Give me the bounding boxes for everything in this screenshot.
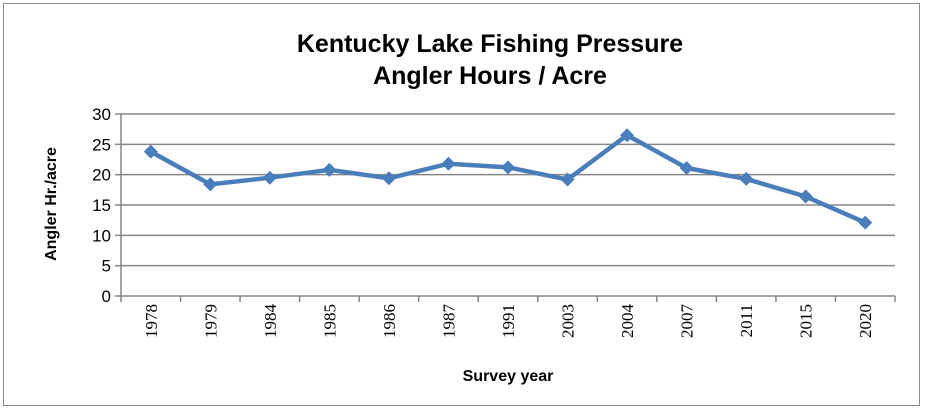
data-point-2011: [739, 171, 754, 186]
data-point-2007: [679, 160, 694, 175]
y-tick-label: 10: [92, 226, 111, 245]
y-tick-labels: 0 5 10 15 20 25 30: [92, 105, 111, 306]
data-point-1986: [381, 171, 396, 186]
chart-title-line-1: Kentucky Lake Fishing Pressure: [297, 30, 683, 58]
axes: [115, 113, 896, 302]
chart-title-line-2: Angler Hours / Acre: [373, 62, 607, 90]
x-tick-labels: 1978 1979 1984 1985 1986 1987 1991 2003 2004 2007…: [142, 304, 875, 339]
gridlines: [121, 113, 895, 267]
x-tick-label-1985: 1985: [320, 304, 339, 338]
y-tick-label: 5: [102, 257, 111, 276]
x-axis-label: Survey year: [463, 368, 554, 385]
data-point-1985: [322, 162, 337, 177]
data-point-2004: [620, 128, 635, 143]
data-point-2015: [798, 189, 813, 204]
data-point-1987: [441, 156, 456, 171]
data-point-1991: [501, 160, 515, 175]
x-tick-label-2020: 2020: [856, 304, 875, 338]
x-tick-label-2015: 2015: [797, 304, 816, 338]
x-tick-label-2007: 2007: [678, 304, 697, 339]
y-axis-label: Angler Hr./acre: [43, 147, 60, 261]
data-point-1978: [143, 144, 158, 159]
x-tick-label-2011: 2011: [737, 304, 756, 337]
x-tick-label-1979: 1979: [201, 304, 220, 338]
data-point-2020: [858, 215, 873, 230]
x-tick-label-1991: 1991: [499, 304, 518, 338]
y-tick-label: 30: [92, 105, 111, 124]
y-tick-label: 15: [92, 196, 111, 215]
y-tick-label: 25: [92, 135, 111, 154]
data-series: [143, 128, 873, 230]
data-point-1979: [203, 177, 218, 192]
data-point-1984: [262, 170, 277, 185]
x-tick-label-2003: 2003: [559, 304, 578, 338]
series-line: [148, 132, 868, 225]
y-tick-label: 20: [92, 166, 111, 185]
x-tick-label-1987: 1987: [439, 304, 458, 339]
y-tick-label: 0: [102, 287, 111, 306]
x-tick-label-1984: 1984: [261, 304, 280, 339]
x-tick-label-1978: 1978: [142, 304, 161, 338]
x-tick-label-2004: 2004: [618, 304, 637, 339]
x-tick-label-1986: 1986: [380, 304, 399, 338]
data-point-2003: [560, 172, 575, 187]
